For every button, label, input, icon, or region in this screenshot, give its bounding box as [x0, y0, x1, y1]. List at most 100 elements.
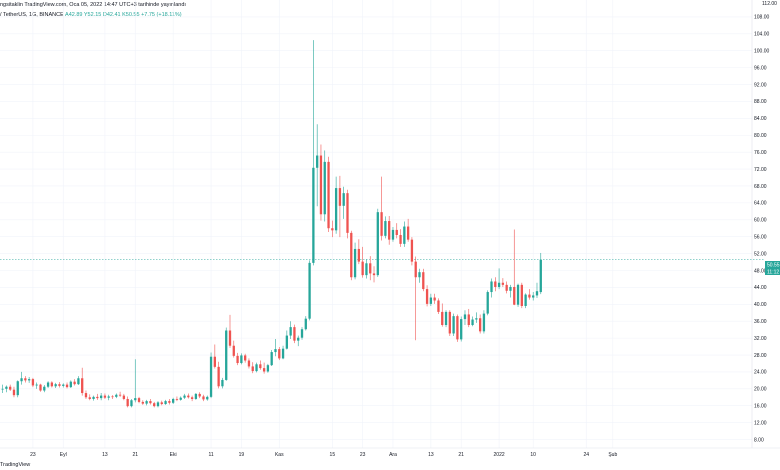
candle-body: [471, 319, 474, 326]
candle-body: [384, 221, 387, 236]
candle: [122, 393, 126, 401]
price-tick-label: 8.00: [754, 437, 764, 443]
candles: [1, 40, 542, 408]
price-tick-label: 96.00: [754, 65, 767, 71]
candle-body: [357, 248, 361, 262]
candle-body: [81, 378, 84, 394]
candle-body: [111, 396, 114, 398]
candle-body: [141, 401, 144, 404]
candle: [304, 316, 307, 331]
candle: [16, 380, 19, 398]
candle: [118, 391, 122, 397]
candle-body: [217, 366, 220, 387]
candle: [380, 176, 383, 241]
candle: [467, 308, 470, 328]
time-tick-label: 11: [208, 452, 213, 458]
candle-body: [285, 335, 288, 349]
candle: [262, 362, 266, 374]
candle: [168, 398, 171, 405]
candle-body: [103, 395, 107, 398]
time-tick-label: 15: [330, 452, 336, 458]
candle: [247, 358, 251, 369]
candle: [505, 281, 508, 294]
time-tick-label: Şub: [608, 452, 617, 458]
grid-lines: [0, 0, 752, 448]
candle-body: [425, 289, 429, 304]
candle: [183, 393, 186, 399]
candle: [69, 380, 72, 388]
candle-body: [418, 272, 421, 278]
candle: [497, 268, 501, 290]
candle: [194, 393, 198, 400]
time-tick-label: Eyl: [60, 452, 67, 458]
candle: [289, 321, 292, 339]
candle: [281, 345, 285, 360]
candle-body: [497, 282, 501, 287]
candle: [198, 392, 201, 399]
candle: [46, 381, 50, 388]
candle: [300, 327, 304, 340]
candle: [406, 218, 410, 242]
candle-body: [334, 188, 338, 231]
candle: [111, 395, 114, 399]
candle: [399, 229, 402, 247]
candle: [403, 221, 406, 247]
candle: [20, 371, 23, 385]
candle-body: [213, 356, 216, 367]
candle: [73, 379, 76, 386]
candle-body: [369, 263, 372, 274]
candle: [65, 382, 69, 389]
candle: [422, 268, 425, 292]
price-tick-label: 48.00: [754, 268, 767, 274]
candle: [84, 390, 88, 399]
candle: [478, 314, 482, 334]
candle: [270, 349, 273, 367]
price-tick-label: 76.00: [754, 150, 767, 156]
candle-body: [391, 229, 395, 240]
candle-body: [528, 294, 531, 298]
candle-body: [118, 394, 122, 396]
candle: [471, 316, 474, 327]
candle: [494, 277, 497, 292]
candle-body: [160, 402, 163, 405]
candle-body: [535, 291, 539, 296]
time-tick-label: 2022: [494, 452, 505, 458]
candle-body: [12, 389, 16, 396]
candle: [338, 175, 342, 238]
candle-body: [513, 286, 516, 305]
candle: [414, 256, 417, 341]
candle-body: [331, 228, 334, 231]
candle: [331, 220, 334, 238]
candle: [391, 226, 395, 242]
candle-body: [24, 378, 27, 381]
candle-body: [50, 382, 54, 387]
candle: [475, 312, 478, 323]
candle-body: [323, 161, 326, 215]
candle-body: [9, 386, 12, 390]
candle-body: [433, 297, 436, 301]
candle-body: [115, 394, 118, 397]
candle: [115, 393, 118, 399]
candle-body: [232, 345, 235, 356]
candle-body: [486, 292, 489, 314]
candle: [425, 285, 429, 307]
candle-body: [20, 378, 23, 382]
price-tick-label: 60.00: [754, 218, 767, 224]
candle: [130, 398, 133, 408]
candle: [81, 367, 84, 396]
candle: [376, 208, 379, 277]
candle-body: [255, 364, 258, 372]
candle: [535, 282, 539, 298]
candle-body: [54, 384, 57, 387]
candle: [27, 376, 31, 383]
candle: [372, 266, 376, 283]
candle-body: [361, 261, 364, 276]
candle: [456, 314, 459, 342]
candle: [240, 353, 243, 365]
candle-body: [353, 248, 357, 278]
candle: [448, 310, 451, 336]
candle: [251, 362, 254, 374]
candle-body: [225, 330, 228, 380]
candle: [179, 396, 182, 401]
